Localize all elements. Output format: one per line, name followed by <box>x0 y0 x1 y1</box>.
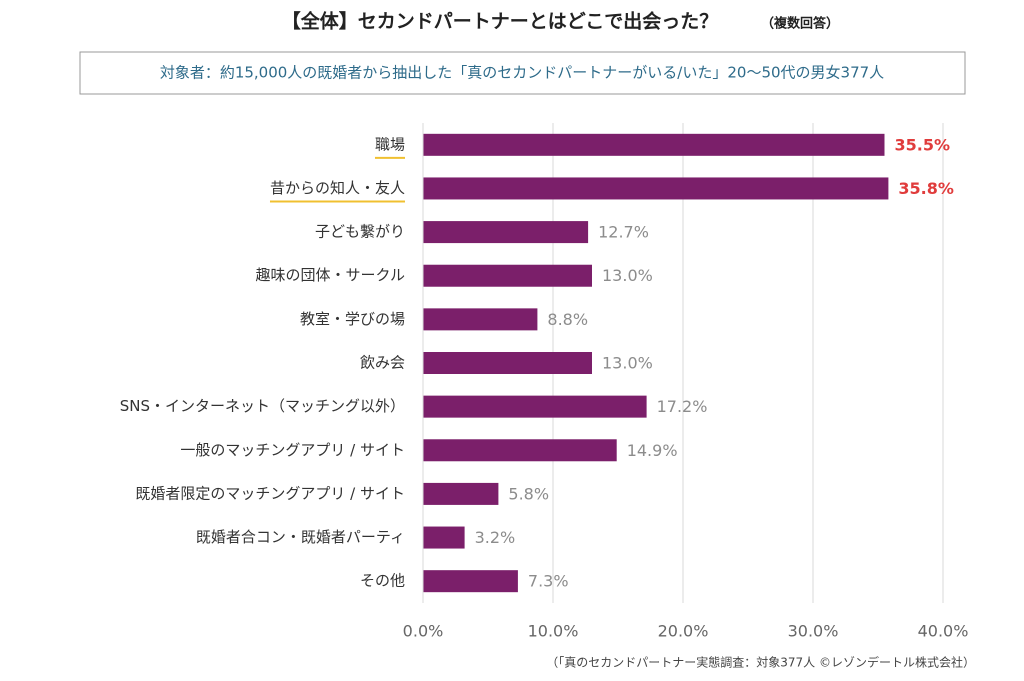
x-tick-label: 0.0% <box>403 622 444 641</box>
value-label: 8.8% <box>547 310 588 329</box>
y-tick-label: SNS・インターネット（マッチング以外） <box>120 397 405 415</box>
bar <box>423 570 518 593</box>
bar <box>423 264 592 287</box>
value-label: 35.5% <box>895 135 951 154</box>
value-label: 35.8% <box>898 179 954 198</box>
value-label: 7.3% <box>528 572 569 591</box>
subtitle: 対象者：約15,000人の既婚者から抽出した「真のセカンドパートナーがいる/いた… <box>160 64 884 82</box>
bar <box>423 308 538 331</box>
subtitle-box <box>79 51 966 95</box>
y-tick-label: 一般のマッチングアプリ / サイト <box>180 441 405 459</box>
bar <box>423 352 592 374</box>
y-tick-label: 昔からの知人・友人 <box>270 179 405 197</box>
chart-title: 【全体】セカンドパートナーとはどこで出会った？ <box>282 10 718 33</box>
bar <box>423 439 617 462</box>
x-tick-label: 20.0% <box>658 622 709 641</box>
footnote: （「真のセカンドパートナー実態調査：対象377人 ©レゾンデートル株式会社） <box>546 655 975 670</box>
y-tick-label: 既婚者合コン・既婚者パーティ <box>196 528 405 546</box>
value-label: 3.2% <box>475 528 516 547</box>
x-tick-label: 40.0% <box>918 622 969 641</box>
value-label: 13.0% <box>602 354 653 373</box>
value-label: 5.8% <box>508 484 549 503</box>
y-tick-label: その他 <box>360 572 405 590</box>
bar <box>423 395 647 418</box>
value-label: 13.0% <box>602 266 653 285</box>
bar <box>423 133 885 156</box>
y-tick-label: 職場 <box>375 135 405 153</box>
x-tick-label: 30.0% <box>788 622 839 641</box>
y-tick-label: 趣味の団体・サークル <box>255 266 405 284</box>
x-tick-label: 10.0% <box>528 622 579 641</box>
y-tick-label: 飲み会 <box>360 354 405 372</box>
y-tick-label: 既婚者限定のマッチングアプリ / サイト <box>135 484 405 502</box>
value-label: 12.7% <box>598 223 649 242</box>
y-tick-label: 教室・学びの場 <box>300 310 405 328</box>
bar <box>423 221 589 244</box>
title-note: （複数回答） <box>761 16 839 32</box>
bar <box>423 177 889 200</box>
value-label: 14.9% <box>627 441 678 460</box>
bar <box>423 526 465 549</box>
y-tick-label: 子ども繋がり <box>315 223 405 241</box>
bar <box>423 482 499 505</box>
value-label: 17.2% <box>657 397 708 416</box>
